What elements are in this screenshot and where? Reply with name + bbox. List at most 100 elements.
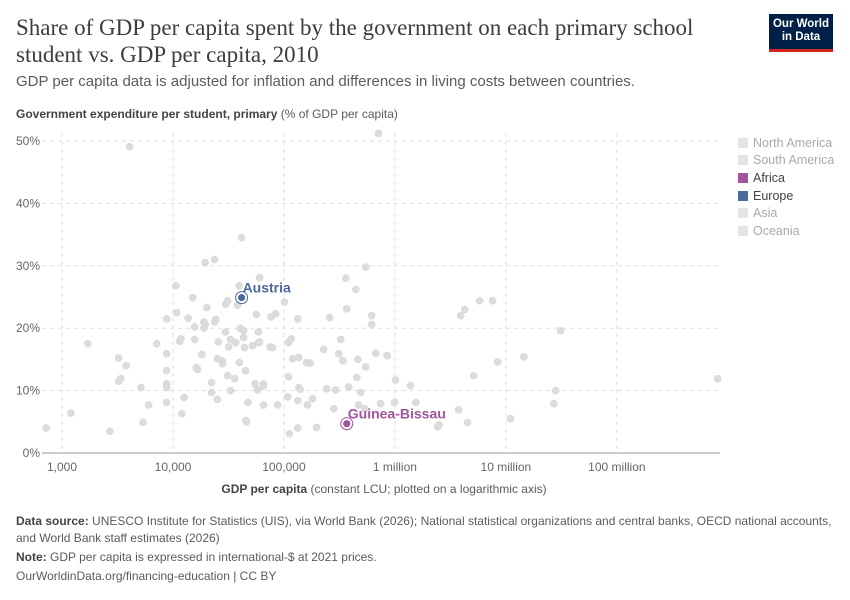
data-point [122, 361, 130, 370]
data-point [475, 296, 484, 305]
data-point [493, 358, 502, 366]
legend-item[interactable]: Europe [738, 187, 834, 205]
data-point [226, 386, 235, 395]
data-point [223, 371, 232, 380]
data-point [556, 326, 565, 335]
data-point [211, 315, 220, 324]
legend-label: Africa [753, 170, 785, 185]
data-point [177, 409, 186, 418]
footer: Data source: UNESCO Institute for Statis… [16, 513, 836, 587]
data-point [351, 285, 360, 294]
data-point [239, 333, 248, 342]
data-point [352, 373, 361, 382]
data-point [549, 399, 558, 408]
data-point [287, 335, 295, 343]
data-point [356, 388, 365, 397]
legend-label: South America [753, 153, 835, 168]
data-point [367, 311, 376, 320]
data-point [283, 393, 292, 401]
owid-logo[interactable]: Our World in Data [769, 14, 833, 52]
data-point [271, 310, 280, 318]
data-point [106, 427, 114, 435]
legend-item[interactable]: South America [738, 152, 834, 170]
data-point [162, 366, 171, 375]
data-point [506, 414, 515, 423]
data-point [254, 328, 263, 336]
legend-item[interactable]: Africa [738, 169, 834, 187]
data-point [293, 396, 302, 405]
data-point [354, 401, 363, 409]
data-point [180, 393, 188, 402]
credit-link[interactable]: OurWorldinData.org/financing-education |… [16, 569, 277, 583]
y-tick-label: 10% [16, 384, 40, 398]
data-point [231, 338, 240, 347]
data-point [469, 371, 478, 380]
legend-swatch [738, 208, 748, 219]
data-point [460, 305, 469, 314]
data-point [244, 398, 252, 407]
data-point [198, 350, 206, 359]
data-point [284, 373, 293, 381]
data-point [454, 406, 463, 414]
legend-item[interactable]: North America [738, 134, 834, 152]
data-point [273, 401, 282, 409]
highlight-ring [340, 417, 354, 431]
x-tick-label: 1 million [373, 460, 417, 474]
data-point [172, 281, 180, 290]
data-point [306, 359, 314, 367]
y-tick-label: 30% [16, 259, 40, 273]
highlight-ring [235, 291, 249, 305]
data-point [223, 296, 232, 305]
data-point [303, 401, 312, 409]
y-tick-label: 0% [23, 446, 41, 460]
data-point [259, 382, 268, 391]
data-point [144, 401, 153, 409]
data-point [329, 404, 338, 413]
data-point [331, 386, 340, 394]
data-point [361, 263, 370, 271]
legend-swatch [738, 155, 748, 166]
data-point [435, 421, 443, 429]
data-point [296, 385, 304, 394]
data-point [411, 398, 420, 407]
legend-item[interactable]: Asia [738, 204, 834, 222]
data-point [218, 359, 227, 368]
data-point [367, 320, 376, 329]
data-point [354, 355, 362, 364]
point-label: Austria [243, 280, 291, 296]
data-point [520, 353, 528, 361]
data-point [42, 424, 50, 432]
data-point [224, 343, 233, 351]
data-point [172, 308, 181, 317]
data-point [322, 384, 331, 393]
data-point [201, 258, 209, 267]
data-point [294, 353, 303, 362]
x-tick-label: 100 million [588, 460, 645, 474]
data-point [551, 386, 560, 395]
legend-label: North America [753, 135, 833, 150]
data-point [338, 356, 347, 365]
data-point [252, 310, 261, 319]
data-point [139, 418, 147, 427]
data-point [406, 381, 415, 390]
legend-item[interactable]: Oceania [738, 222, 834, 240]
data-point [162, 383, 171, 392]
y-tick-label: 50% [16, 134, 40, 148]
data-point [235, 358, 244, 367]
data-point [361, 363, 370, 371]
data-point [162, 349, 171, 358]
data-point [259, 401, 268, 409]
data-point [67, 409, 75, 417]
data-point [237, 233, 246, 242]
x-tick-label: 100,000 [262, 460, 306, 474]
data-point [137, 383, 145, 392]
data-point [345, 383, 353, 391]
data-point [162, 398, 171, 407]
data-point [374, 129, 383, 138]
data-point [242, 417, 251, 426]
data-point [221, 328, 230, 336]
chart-title: Share of GDP per capita spent by the gov… [16, 15, 694, 67]
data-point [293, 424, 302, 432]
highlighted-point [237, 294, 246, 302]
